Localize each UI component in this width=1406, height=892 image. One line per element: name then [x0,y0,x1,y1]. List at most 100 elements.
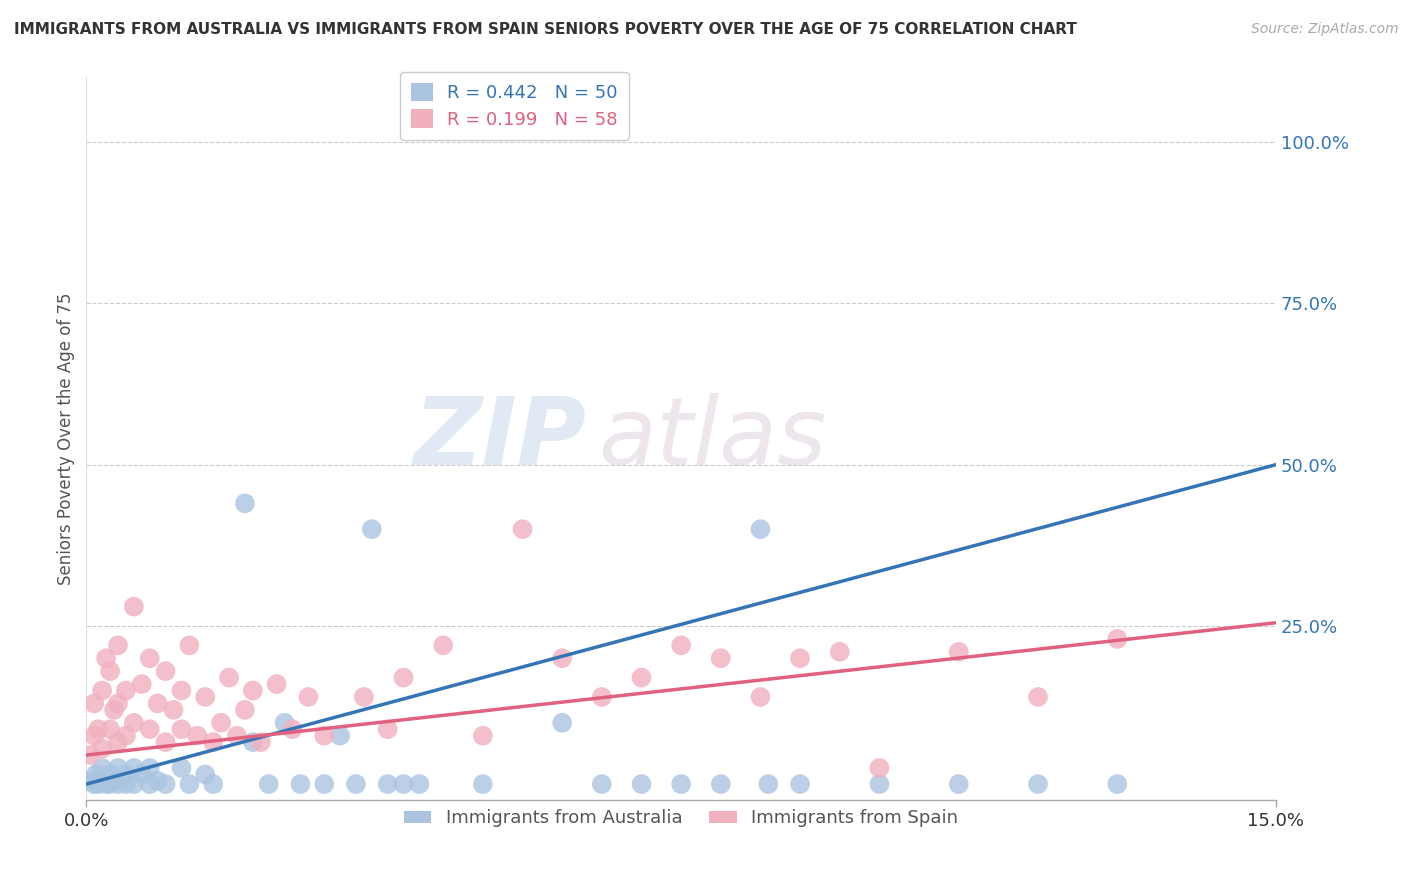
Point [83,729,105,743]
Point [98,777,121,791]
Point [202,777,225,791]
Point [139,723,162,737]
Point [756,777,779,791]
Point [630,671,652,685]
Point [83,777,105,791]
Point [87,777,110,791]
Text: IMMIGRANTS FROM AUSTRALIA VS IMMIGRANTS FROM SPAIN SENIORS POVERTY OVER THE AGE : IMMIGRANTS FROM AUSTRALIA VS IMMIGRANTS … [14,22,1077,37]
Point [98,723,121,737]
Point [1107,632,1129,646]
Point [868,761,890,775]
Point [170,683,193,698]
Point [115,777,138,791]
Point [139,761,162,775]
Point [98,664,121,678]
Point [131,767,153,781]
Point [314,777,336,791]
Point [103,773,125,788]
Point [155,777,177,791]
Point [432,638,454,652]
Point [122,761,145,775]
Point [186,729,208,743]
Point [669,777,692,791]
Point [87,723,110,737]
Point [194,767,217,781]
Point [828,645,851,659]
Point [146,773,169,788]
Point [257,777,280,791]
Point [91,761,114,775]
Point [226,729,249,743]
Point [408,777,430,791]
Point [1026,690,1049,704]
Point [273,715,295,730]
Point [329,729,352,743]
Point [789,651,811,665]
Point [79,773,101,788]
Point [353,690,375,704]
Point [266,677,288,691]
Point [749,690,772,704]
Point [122,599,145,614]
Point [471,777,494,791]
Point [107,777,129,791]
Point [139,777,162,791]
Point [551,651,574,665]
Point [91,741,114,756]
Point [155,735,177,749]
Point [115,767,138,781]
Point [202,735,225,749]
Point [139,651,162,665]
Point [122,715,145,730]
Point [591,777,613,791]
Point [591,690,613,704]
Point [290,777,312,791]
Point [749,522,772,536]
Point [209,715,232,730]
Point [131,677,153,691]
Point [948,777,970,791]
Point [107,638,129,652]
Point [98,767,121,781]
Point [91,683,114,698]
Point [630,777,652,791]
Point [242,683,264,698]
Point [314,729,336,743]
Point [868,777,890,791]
Point [233,703,256,717]
Point [551,715,574,730]
Point [710,777,733,791]
Point [194,690,217,704]
Y-axis label: Seniors Poverty Over the Age of 75: Seniors Poverty Over the Age of 75 [58,293,75,585]
Point [471,729,494,743]
Point [115,729,138,743]
Point [79,747,101,762]
Point [179,638,201,652]
Point [297,690,319,704]
Point [249,735,271,749]
Point [669,638,692,652]
Text: atlas: atlas [598,393,827,484]
Point [107,735,129,749]
Point [84,767,107,781]
Point [242,735,264,749]
Point [115,683,138,698]
Point [392,671,415,685]
Point [377,723,399,737]
Point [170,761,193,775]
Point [107,761,129,775]
Point [170,723,193,737]
Point [1026,777,1049,791]
Point [83,697,105,711]
Point [122,777,145,791]
Point [281,723,304,737]
Text: ZIP: ZIP [413,392,586,485]
Legend: Immigrants from Australia, Immigrants from Spain: Immigrants from Australia, Immigrants fr… [396,802,966,835]
Point [360,522,382,536]
Point [1107,777,1129,791]
Point [103,703,125,717]
Point [162,703,184,717]
Point [146,697,169,711]
Point [233,496,256,510]
Point [948,645,970,659]
